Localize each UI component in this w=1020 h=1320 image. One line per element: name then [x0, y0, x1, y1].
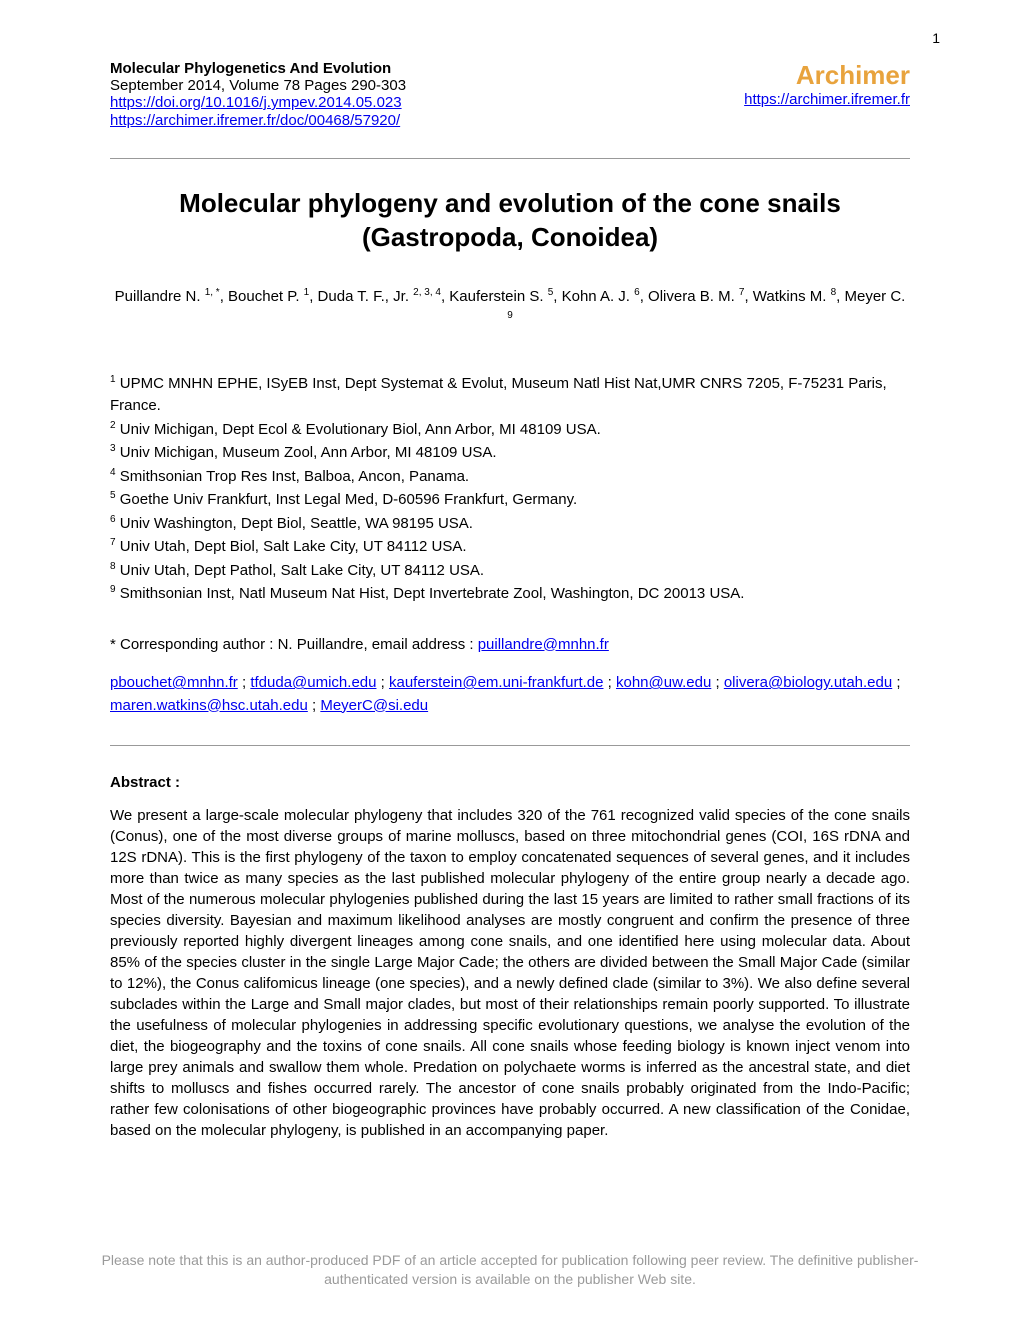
author-1-sup: 1, *	[205, 287, 220, 298]
affiliation-8-text: Univ Utah, Dept Pathol, Salt Lake City, …	[116, 562, 485, 579]
author-5: , Kohn A. J.	[553, 288, 634, 305]
author-8: , Meyer C.	[836, 288, 905, 305]
author-2: , Bouchet P.	[220, 288, 304, 305]
email-sep: ;	[711, 674, 724, 691]
page-number: 1	[932, 30, 940, 46]
journal-name: Molecular Phylogenetics And Evolution	[110, 60, 744, 77]
archimer-link[interactable]: https://archimer.ifremer.fr	[744, 91, 910, 108]
affiliations: 1 UPMC MNHN EPHE, ISyEB Inst, Dept Syste…	[110, 372, 910, 606]
journal-issue: September 2014, Volume 78 Pages 290-303	[110, 77, 744, 94]
header-left: Molecular Phylogenetics And Evolution Se…	[110, 60, 744, 130]
author-emails: pbouchet@mnhn.fr ; tfduda@umich.edu ; ka…	[110, 672, 910, 717]
email-2[interactable]: tfduda@umich.edu	[250, 674, 376, 691]
affiliation-2-text: Univ Michigan, Dept Ecol & Evolutionary …	[116, 421, 601, 438]
affiliation-4-text: Smithsonian Trop Res Inst, Balboa, Ancon…	[116, 468, 470, 485]
affiliation-5-text: Goethe Univ Frankfurt, Inst Legal Med, D…	[116, 491, 578, 508]
email-sep: ;	[238, 674, 251, 691]
email-7[interactable]: MeyerC@si.edu	[320, 697, 428, 714]
email-1[interactable]: pbouchet@mnhn.fr	[110, 674, 238, 691]
affiliation-2: 2 Univ Michigan, Dept Ecol & Evolutionar…	[110, 418, 910, 442]
doi-link[interactable]: https://doi.org/10.1016/j.ympev.2014.05.…	[110, 94, 402, 111]
email-3[interactable]: kauferstein@em.uni-frankfurt.de	[389, 674, 604, 691]
email-sep: ;	[376, 674, 389, 691]
email-sep: ;	[308, 697, 321, 714]
email-sep: ;	[603, 674, 616, 691]
email-5[interactable]: olivera@biology.utah.edu	[724, 674, 892, 691]
header-row: Molecular Phylogenetics And Evolution Se…	[110, 60, 910, 130]
header-right: Archimer https://archimer.ifremer.fr	[744, 60, 910, 109]
author-3: , Duda T. F., Jr.	[309, 288, 413, 305]
abstract-heading: Abstract :	[110, 774, 910, 791]
affiliation-7: 7 Univ Utah, Dept Biol, Salt Lake City, …	[110, 535, 910, 559]
corresponding-email[interactable]: puillandre@mnhn.fr	[478, 636, 609, 653]
affiliation-1: 1 UPMC MNHN EPHE, ISyEB Inst, Dept Syste…	[110, 372, 910, 418]
corresponding-author: * Corresponding author : N. Puillandre, …	[110, 634, 910, 657]
abstract-body: We present a large-scale molecular phylo…	[110, 805, 910, 1141]
title-line2: (Gastropoda, Conoidea)	[362, 222, 658, 252]
archimer-label: Archimer	[744, 60, 910, 91]
footer-note: Please note that this is an author-produ…	[0, 1251, 1020, 1290]
affiliation-5: 5 Goethe Univ Frankfurt, Inst Legal Med,…	[110, 488, 910, 512]
corresponding-prefix: * Corresponding author : N. Puillandre, …	[110, 636, 478, 653]
page: 1 Molecular Phylogenetics And Evolution …	[0, 0, 1020, 1320]
affiliation-9: 9 Smithsonian Inst, Natl Museum Nat Hist…	[110, 582, 910, 606]
email-sep: ;	[892, 674, 900, 691]
author-3-sup: 2, 3, 4	[413, 287, 441, 298]
author-1: Puillandre N.	[115, 288, 205, 305]
affiliation-6: 6 Univ Washington, Dept Biol, Seattle, W…	[110, 512, 910, 536]
affiliation-7-text: Univ Utah, Dept Biol, Salt Lake City, UT…	[116, 538, 467, 555]
affiliation-9-text: Smithsonian Inst, Natl Museum Nat Hist, …	[116, 585, 745, 602]
affiliation-4: 4 Smithsonian Trop Res Inst, Balboa, Anc…	[110, 465, 910, 489]
archimer-doc-link[interactable]: https://archimer.ifremer.fr/doc/00468/57…	[110, 112, 400, 129]
affiliation-6-text: Univ Washington, Dept Biol, Seattle, WA …	[116, 515, 473, 532]
divider-top	[110, 158, 910, 159]
email-4[interactable]: kohn@uw.edu	[616, 674, 711, 691]
author-8-sup: 9	[507, 310, 513, 321]
authors: Puillandre N. 1, *, Bouchet P. 1, Duda T…	[110, 285, 910, 332]
title-line1: Molecular phylogeny and evolution of the…	[179, 188, 841, 218]
email-6[interactable]: maren.watkins@hsc.utah.edu	[110, 697, 308, 714]
affiliation-3: 3 Univ Michigan, Museum Zool, Ann Arbor,…	[110, 441, 910, 465]
author-6: , Olivera B. M.	[640, 288, 739, 305]
divider-mid	[110, 745, 910, 746]
affiliation-8: 8 Univ Utah, Dept Pathol, Salt Lake City…	[110, 559, 910, 583]
author-7: , Watkins M.	[744, 288, 830, 305]
affiliation-1-text: UPMC MNHN EPHE, ISyEB Inst, Dept Systema…	[110, 375, 887, 415]
affiliation-3-text: Univ Michigan, Museum Zool, Ann Arbor, M…	[116, 444, 497, 461]
author-4: , Kauferstein S.	[441, 288, 548, 305]
paper-title: Molecular phylogeny and evolution of the…	[110, 187, 910, 255]
